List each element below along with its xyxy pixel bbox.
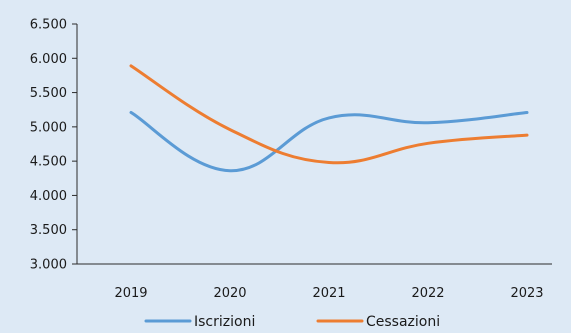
y-tick-label: 3.500 — [30, 223, 67, 238]
x-tick-label: 2021 — [312, 286, 345, 301]
y-tick-label: 6.000 — [30, 52, 67, 67]
legend-label-iscrizioni: Iscrizioni — [194, 314, 255, 329]
series-line-cessazioni — [129, 64, 529, 165]
y-tick-label: 3.000 — [30, 258, 67, 273]
y-tick-label: 4.000 — [30, 189, 67, 204]
y-tick-label: 6.500 — [30, 18, 67, 33]
y-tick-label: 5.500 — [30, 86, 67, 101]
series-layer — [129, 64, 529, 173]
series-line-iscrizioni — [129, 110, 529, 173]
x-tick-label: 2019 — [114, 286, 147, 301]
axes: 3.000 3.500 4.000 4.500 5.000 5.500 6.000 6.500… — [30, 18, 552, 301]
x-tick-label: 2022 — [411, 286, 444, 301]
x-tick-label: 2020 — [213, 286, 246, 301]
y-tick-label: 5.000 — [30, 120, 67, 135]
x-tick-label: 2023 — [510, 286, 543, 301]
y-tick-label: 4.500 — [30, 155, 67, 170]
legend: Iscrizioni Cessazioni — [144, 314, 440, 330]
legend-label-cessazioni: Cessazioni — [366, 314, 440, 329]
